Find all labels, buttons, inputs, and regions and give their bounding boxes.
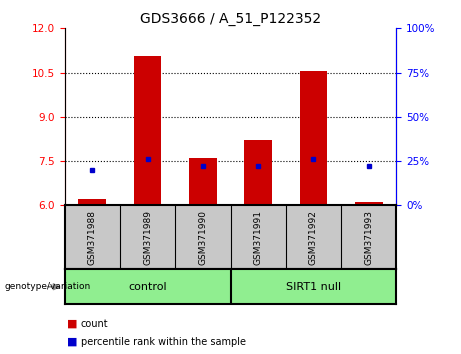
Text: GSM371991: GSM371991 <box>254 210 263 265</box>
Bar <box>244 141 272 205</box>
Bar <box>189 158 217 205</box>
Text: GSM371989: GSM371989 <box>143 210 152 265</box>
Text: GSM371993: GSM371993 <box>364 210 373 265</box>
Text: ■: ■ <box>67 337 77 347</box>
Text: GSM371988: GSM371988 <box>88 210 97 265</box>
Text: genotype/variation: genotype/variation <box>5 282 91 291</box>
Text: percentile rank within the sample: percentile rank within the sample <box>81 337 246 347</box>
Text: SIRT1 null: SIRT1 null <box>286 282 341 292</box>
Bar <box>78 199 106 205</box>
Bar <box>134 56 161 205</box>
Text: control: control <box>128 282 167 292</box>
Title: GDS3666 / A_51_P122352: GDS3666 / A_51_P122352 <box>140 12 321 26</box>
Bar <box>300 71 327 205</box>
Text: GSM371990: GSM371990 <box>198 210 207 265</box>
Text: ■: ■ <box>67 319 77 329</box>
Bar <box>355 202 383 205</box>
Text: count: count <box>81 319 108 329</box>
Text: GSM371992: GSM371992 <box>309 210 318 265</box>
